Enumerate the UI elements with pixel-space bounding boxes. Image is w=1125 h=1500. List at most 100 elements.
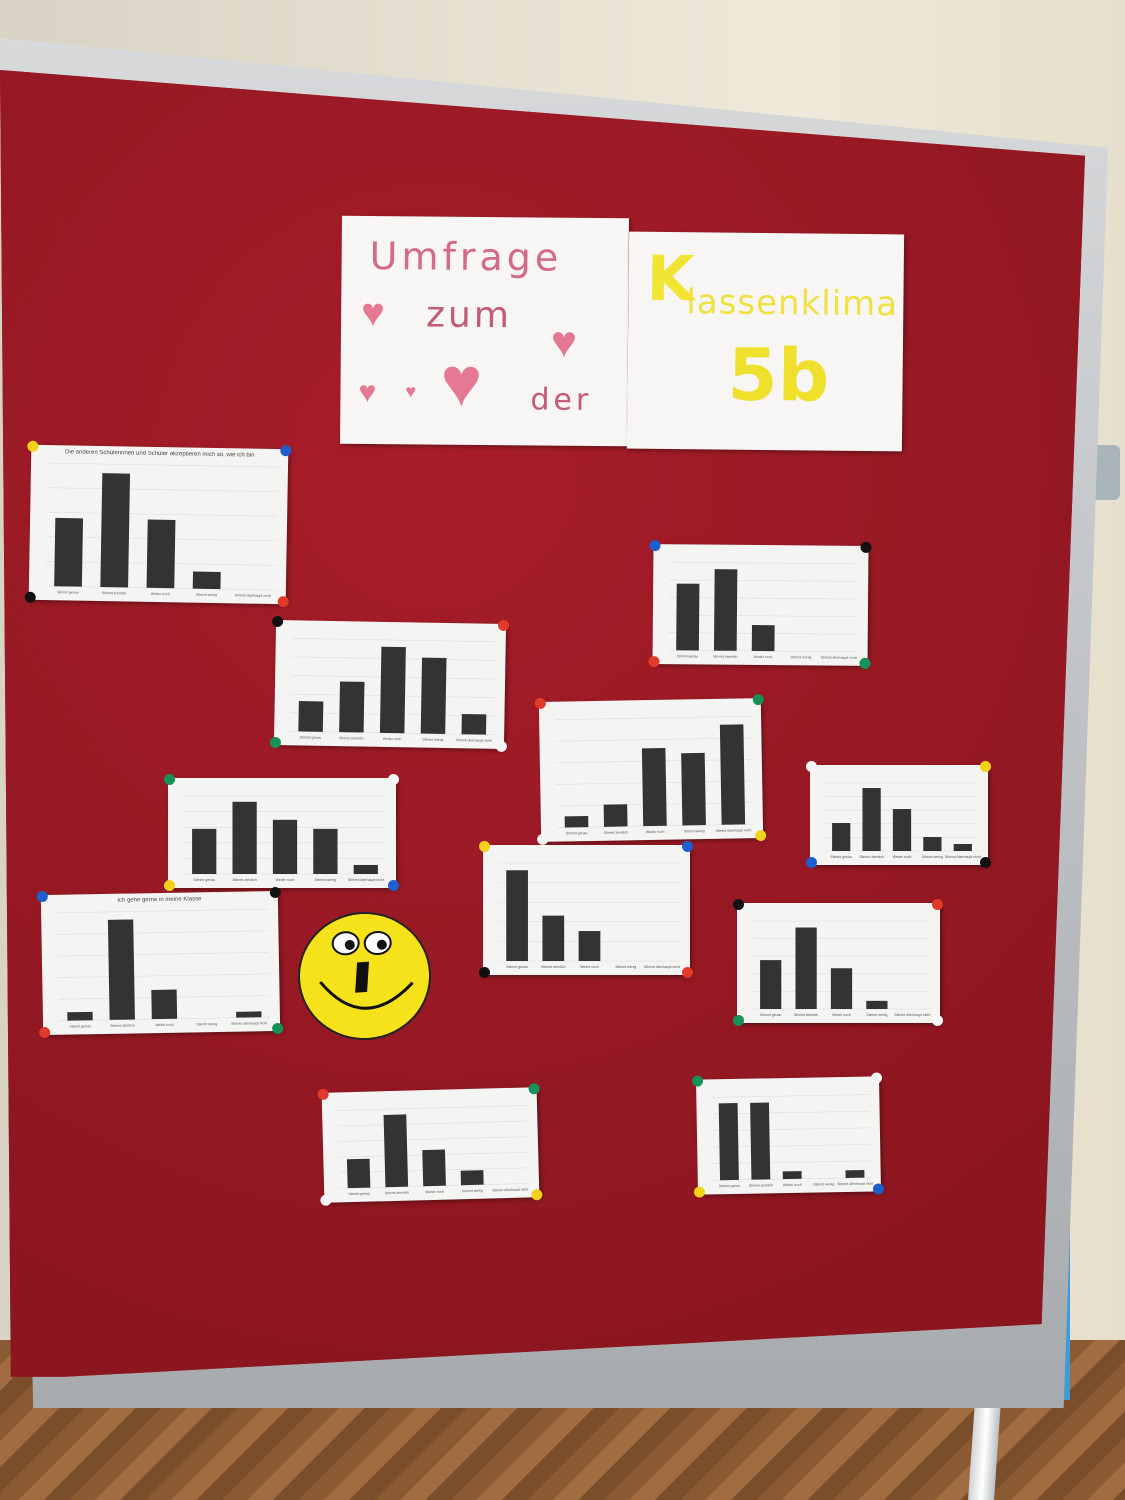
bar [953, 844, 972, 851]
gridline [713, 1144, 871, 1148]
bar [564, 815, 589, 828]
push-pin [648, 656, 660, 668]
bar [236, 1011, 262, 1018]
gridline [57, 930, 269, 935]
category-label: Stimmt überhaupt nicht [456, 738, 492, 743]
push-pin [682, 841, 693, 852]
category-label: Stimmt überhaupt nicht [837, 1182, 873, 1187]
bar [782, 1171, 802, 1180]
bar [719, 724, 746, 825]
push-pin [682, 967, 693, 978]
push-pin [649, 540, 661, 552]
gridline [338, 1120, 528, 1127]
gridline [290, 730, 495, 736]
push-pin [388, 880, 399, 891]
category-label: Stimmt wenig [315, 878, 336, 882]
survey-chart: Stimmt genau Stimmt ziemlich Weder noch Sti… [24, 440, 292, 608]
gridline [669, 597, 859, 600]
bar [379, 646, 406, 734]
bar [107, 919, 135, 1020]
survey-chart: Stimmt genau Stimmt ziemlich Weder noch Sti… [317, 1083, 543, 1206]
category-label: Stimmt wenig [462, 1189, 483, 1194]
gridline [291, 637, 496, 643]
poster-text: Umfrage [369, 233, 563, 280]
bar [339, 681, 365, 733]
bar [420, 657, 447, 734]
bar [676, 583, 700, 651]
category-label: Stimmt wenig [615, 965, 636, 969]
category-label: Stimmt überhaupt nicht [644, 965, 680, 969]
bar [892, 809, 912, 851]
category-label: Stimmt wenig [922, 855, 943, 859]
bar [67, 1011, 93, 1021]
survey-chart: Stimmt genau Stimmt ziemlich Weder noch Sti… [36, 886, 284, 1039]
bar [866, 1000, 888, 1009]
bar [461, 713, 487, 735]
bar [298, 701, 324, 732]
gridline [57, 952, 269, 957]
category-label: Stimmt wenig [790, 655, 811, 659]
smiley-face [293, 907, 436, 1045]
category-label: Stimmt wenig [422, 738, 443, 742]
chart-title [745, 907, 932, 919]
gridline [555, 737, 752, 742]
poster-text: zum [425, 294, 513, 337]
push-pin [733, 1015, 744, 1026]
bar [353, 864, 378, 874]
bar [578, 931, 601, 961]
push-pin [860, 541, 872, 553]
push-pin [479, 967, 490, 978]
push-pin [733, 899, 744, 910]
gridline [46, 487, 278, 492]
category-label: Weder noch [580, 965, 599, 969]
category-label: Stimmt ziemlich [859, 855, 884, 859]
category-label: Stimmt genau [566, 831, 588, 835]
bar [760, 960, 782, 1009]
push-pin [806, 857, 817, 868]
bar [192, 571, 221, 590]
chart-title [661, 548, 860, 562]
survey-chart: Stimmt genau Stimmt ziemlich Weder noch Sti… [806, 761, 991, 868]
bar [272, 819, 298, 874]
bar [713, 569, 738, 651]
category-label: Stimmt genau [830, 855, 852, 859]
category-label: Stimmt überhaupt nicht [894, 1013, 930, 1017]
poster-text: der [530, 382, 593, 418]
heart-icon: ♥ [550, 317, 578, 367]
chart-title [491, 849, 682, 861]
category-label: Weder noch [754, 655, 773, 659]
heart-icon: ♥ [358, 375, 377, 410]
bar [862, 788, 881, 851]
category-label: Stimmt wenig [684, 829, 705, 833]
category-label: Weder noch [646, 830, 665, 834]
category-label: Stimmt ziemlich [713, 655, 738, 659]
category-label: Stimmt genau [719, 1184, 741, 1188]
survey-chart: Stimmt genau Stimmt ziemlich Weder noch Sti… [479, 841, 693, 978]
category-label: Stimmt wenig [813, 1182, 834, 1186]
bar [383, 1114, 409, 1188]
bar [192, 828, 217, 874]
bar [506, 870, 528, 961]
category-label: Stimmt überhaupt nicht [821, 656, 857, 660]
bar [603, 804, 628, 827]
category-label: Stimmt ziemlich [604, 830, 629, 834]
bar [830, 968, 853, 1009]
gridline [712, 1094, 870, 1098]
gridline [713, 1160, 871, 1165]
gridline [58, 973, 270, 978]
bar [346, 1158, 371, 1189]
push-pin [980, 761, 991, 772]
category-label: Stimmt wenig [196, 1022, 217, 1026]
category-label: Stimmt wenig [866, 1013, 887, 1017]
chart-title [176, 782, 388, 794]
category-label: Stimmt genau [760, 1013, 782, 1017]
category-label: Stimmt ziemlich [232, 878, 257, 882]
bar [751, 625, 775, 652]
category-label: Weder noch [832, 1013, 851, 1017]
category-label: Stimmt genau [348, 1192, 370, 1197]
category-label: Weder noch [783, 1183, 802, 1187]
category-label: Stimmt überhaupt nicht [715, 828, 751, 833]
survey-chart: Stimmt genau Stimmt ziemlich Weder noch Sti… [269, 615, 510, 753]
category-label: Stimmt ziemlich [749, 1183, 774, 1187]
bar [151, 989, 178, 1020]
